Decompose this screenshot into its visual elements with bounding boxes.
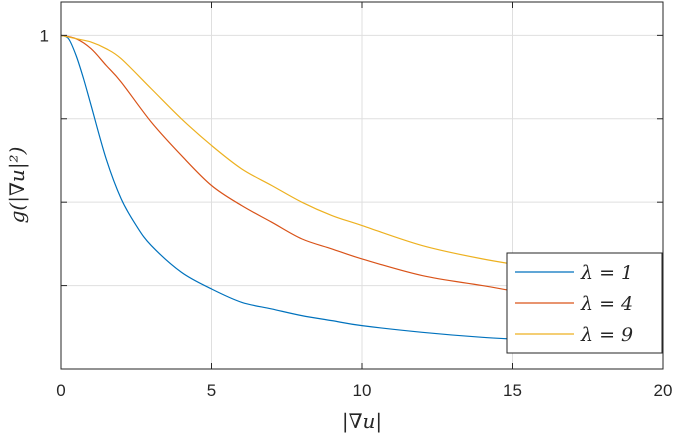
x-tick-label: 20 xyxy=(654,381,673,400)
grid xyxy=(61,2,663,369)
legend: λ = 1 λ = 4 λ = 9 xyxy=(506,252,663,354)
x-tick-label: 0 xyxy=(56,381,65,400)
series-line-3 xyxy=(60,34,664,287)
x-tick-label: 10 xyxy=(353,381,372,400)
ticks: 0 5 10 15 20 1 xyxy=(40,2,673,400)
y-axis-label: g(|∇u|²) xyxy=(5,147,30,224)
y-tick-label: 1 xyxy=(40,26,49,45)
x-axis-label: |∇u| xyxy=(342,409,382,434)
legend-label-1: λ = 1 xyxy=(580,262,633,284)
series-lines xyxy=(60,34,664,348)
series-line-1 xyxy=(60,34,664,348)
x-tick-label: 5 xyxy=(207,381,216,400)
series-line-2 xyxy=(60,34,664,310)
legend-label-2: λ = 4 xyxy=(580,293,633,315)
x-tick-label: 15 xyxy=(503,381,522,400)
legend-label-3: λ = 9 xyxy=(580,324,633,346)
